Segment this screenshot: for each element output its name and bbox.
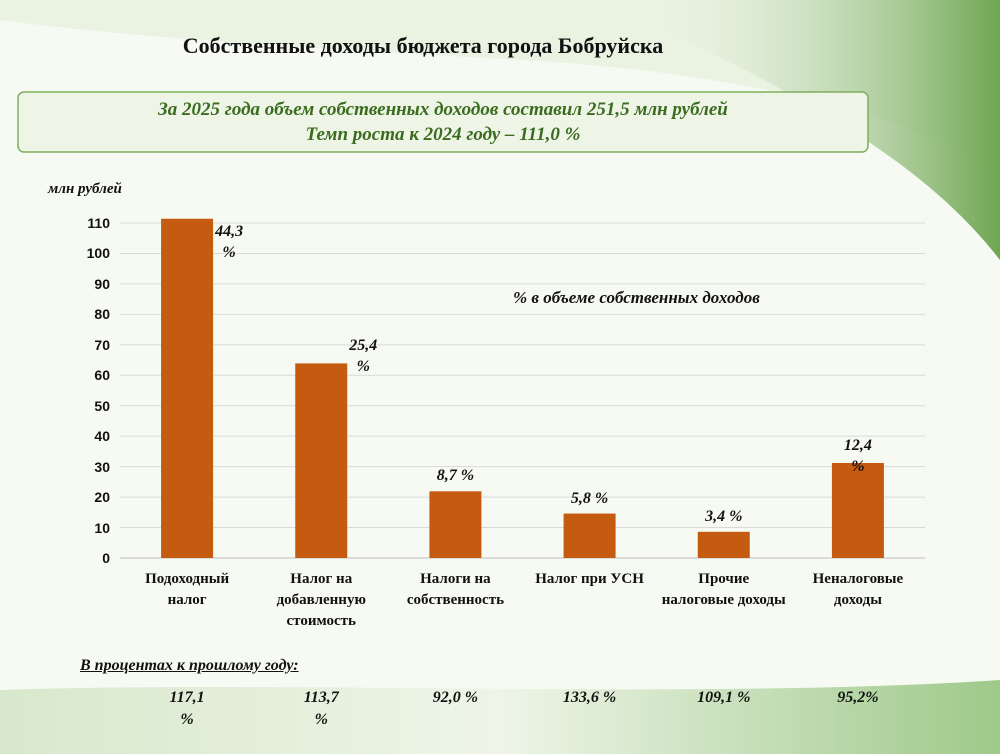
y-axis-label: млн рублей bbox=[48, 181, 122, 197]
data-label: 44,3 % bbox=[215, 222, 244, 261]
y-tick-label: 40 bbox=[94, 428, 110, 445]
y-tick-label: 60 bbox=[94, 367, 110, 384]
corner-swoosh bbox=[600, 0, 1000, 260]
y-tick-label: 80 bbox=[94, 306, 110, 323]
growth-label: 133,6 % bbox=[562, 689, 617, 706]
x-tick-label: Налог при УСН bbox=[535, 571, 644, 587]
subtitle-line: Темп роста к 2024 году – 111,0 % bbox=[305, 124, 581, 145]
y-tick-label: 30 bbox=[94, 458, 110, 475]
y-tick-label: 100 bbox=[86, 245, 110, 262]
y-tick-label: 50 bbox=[94, 397, 110, 414]
x-tick-label: Подоходный налог bbox=[145, 571, 230, 608]
growth-label: 95,2% bbox=[837, 689, 879, 706]
y-tick-label: 10 bbox=[94, 519, 110, 536]
data-label: 8,7 % bbox=[436, 467, 475, 485]
bar bbox=[697, 531, 750, 558]
subtitle-box bbox=[17, 91, 869, 153]
bar bbox=[161, 218, 214, 558]
x-tick-label: Налог на добавленную стоимость bbox=[276, 571, 366, 629]
y-tick-label: 70 bbox=[94, 336, 110, 353]
data-label: 5,8 % bbox=[570, 489, 609, 507]
bar bbox=[831, 462, 884, 558]
data-label: 25,4 % bbox=[349, 337, 378, 376]
growth-label: 113,7 % bbox=[303, 689, 339, 728]
bar bbox=[295, 363, 348, 558]
growth-title: В процентах к прошлому году: bbox=[80, 657, 299, 674]
growth-label: 92,0 % bbox=[432, 689, 479, 706]
growth-label: 117,1 % bbox=[169, 689, 205, 728]
growth-label: 109,1 % bbox=[697, 689, 751, 706]
y-tick-label: 0 bbox=[102, 550, 110, 566]
chart-title: Собственные доходы бюджета города Бобруй… bbox=[182, 33, 664, 58]
data-label: 3,4 % bbox=[705, 507, 743, 525]
x-tick-label: Неналоговые доходы bbox=[812, 571, 904, 608]
bottom-swoosh bbox=[0, 680, 1000, 754]
y-tick-label: 110 bbox=[87, 215, 110, 231]
x-tick-label: Прочие налоговые доходы bbox=[661, 571, 786, 608]
y-tick-label: 20 bbox=[94, 489, 110, 506]
bar bbox=[563, 513, 616, 558]
annotation: % в объеме собственных доходов bbox=[513, 288, 760, 307]
bar bbox=[429, 491, 482, 558]
x-tick-label: Налоги на собственность bbox=[406, 571, 504, 608]
subtitle-line: За 2025 года объем собственных доходов с… bbox=[158, 99, 728, 120]
data-label: 12,4 % bbox=[843, 436, 872, 475]
y-tick-label: 90 bbox=[94, 275, 110, 292]
